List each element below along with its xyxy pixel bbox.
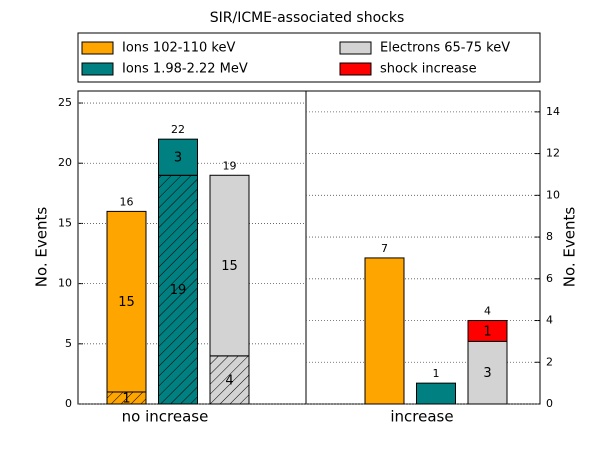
y2-tick-label: 0 bbox=[546, 397, 553, 410]
legend-label: Ions 1.98-2.22 MeV bbox=[122, 62, 248, 77]
segment-label: 3 bbox=[174, 151, 182, 166]
y2-tick-label: 6 bbox=[546, 272, 553, 285]
y-axis-label: No. Events bbox=[33, 207, 51, 288]
bar-segment bbox=[106, 210, 147, 393]
legend-swatch bbox=[339, 41, 372, 55]
total-label: 19 bbox=[223, 159, 237, 172]
y2-tick-label: 2 bbox=[546, 355, 553, 368]
bar-segment bbox=[158, 138, 198, 176]
y-tick-label: 10 bbox=[58, 277, 72, 290]
total-label: 22 bbox=[171, 123, 185, 136]
segment-label: 3 bbox=[483, 366, 491, 381]
total-label: 1 bbox=[433, 367, 440, 380]
legend-swatch bbox=[81, 62, 114, 76]
legend-box bbox=[77, 32, 541, 83]
segment-label: 15 bbox=[221, 259, 238, 274]
bar-hatch bbox=[158, 174, 198, 405]
y2-tick-label: 12 bbox=[546, 147, 560, 160]
y2-tick-label: 8 bbox=[546, 230, 553, 243]
y-tick-label: 0 bbox=[65, 397, 72, 410]
bar-segment bbox=[467, 320, 508, 342]
chart-title: SIR/ICME-associated shocks bbox=[210, 10, 405, 26]
segment-label: 15 bbox=[118, 295, 135, 310]
legend-label: shock increase bbox=[380, 62, 477, 77]
total-label: 16 bbox=[120, 195, 134, 208]
segment-label: 1 bbox=[483, 324, 491, 339]
total-label: 4 bbox=[484, 305, 491, 318]
y-tick-label: 20 bbox=[58, 156, 72, 169]
y-tick-label: 15 bbox=[58, 216, 72, 229]
bar-segment bbox=[364, 257, 405, 405]
bar-segment bbox=[467, 340, 508, 405]
bar-segment bbox=[416, 382, 456, 405]
y2-tick-label: 14 bbox=[546, 105, 560, 118]
x-tick-label: increase bbox=[390, 408, 453, 426]
legend-swatch bbox=[81, 41, 114, 55]
segment-label: 1 bbox=[122, 391, 130, 406]
y2-axis-label: No. Events bbox=[561, 207, 579, 288]
legend-label: Electrons 65-75 keV bbox=[380, 41, 510, 56]
legend-swatch bbox=[339, 62, 372, 76]
bar-segment bbox=[209, 174, 250, 357]
legend-label: Ions 102-110 keV bbox=[122, 41, 235, 56]
total-label: 7 bbox=[381, 242, 388, 255]
x-tick-label: no increase bbox=[122, 408, 209, 426]
segment-label: 19 bbox=[170, 283, 187, 298]
y2-tick-label: 4 bbox=[546, 314, 553, 327]
y-tick-label: 25 bbox=[58, 96, 72, 109]
segment-label: 4 bbox=[225, 373, 233, 388]
y2-tick-label: 10 bbox=[546, 188, 560, 201]
y-tick-label: 5 bbox=[65, 337, 72, 350]
